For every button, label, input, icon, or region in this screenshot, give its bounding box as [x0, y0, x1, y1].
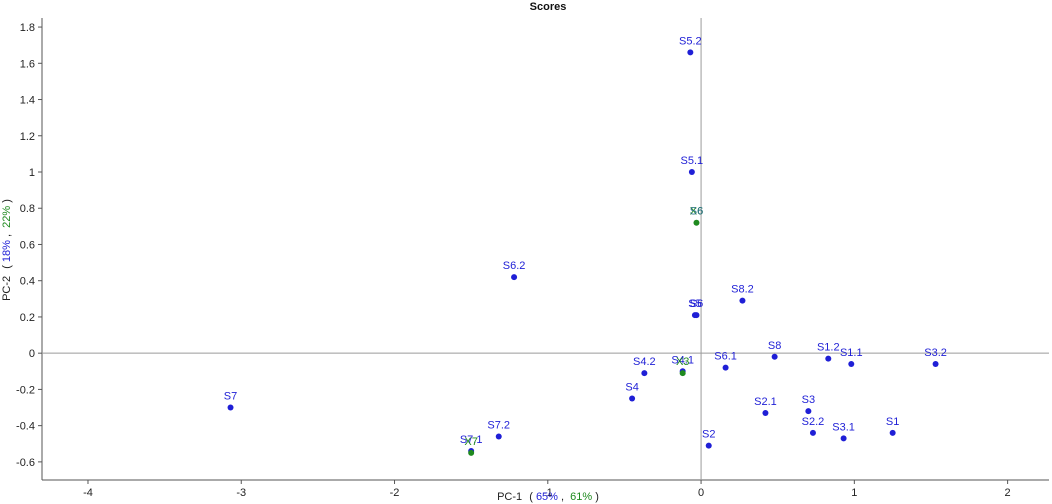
- y-tick-label: 0.4: [20, 276, 35, 288]
- x-axis-close: ): [595, 491, 599, 503]
- point-s6: [693, 312, 700, 319]
- point-label-s3-2: S3.2: [924, 347, 947, 359]
- point-label-s2-1: S2.1: [754, 396, 777, 408]
- point-s8: [771, 353, 778, 360]
- point-label-s5-1: S5.1: [681, 155, 704, 167]
- x-axis-label: PC-1 ( 65% , 61% ): [497, 491, 599, 503]
- y-tick-label: 0: [29, 348, 35, 360]
- y-axis-open: (: [1, 265, 13, 269]
- y-tick-label: 0.2: [20, 312, 35, 324]
- x-tick-label: 1: [851, 487, 857, 499]
- point-x3: [679, 370, 686, 377]
- point-s8-2: [739, 297, 746, 304]
- y-axis-close: ): [1, 199, 13, 203]
- y-axis-variance-second: 22%: [1, 206, 13, 228]
- y-tick-label: 1: [29, 167, 35, 179]
- point-label-s6-overlap: S6: [690, 206, 703, 218]
- point-s6-2: [511, 274, 518, 281]
- point-label-s2: S2: [702, 429, 715, 441]
- x-tick-label: 2: [1005, 487, 1011, 499]
- point-label-s7-1: S7.1: [460, 434, 483, 446]
- point-label-s6-2: S6.2: [503, 260, 526, 272]
- y-tick-label: 1.4: [20, 95, 35, 107]
- point-label-s8-2: S8.2: [731, 284, 754, 296]
- point-s5-1: [688, 169, 695, 175]
- point-s7: [227, 404, 234, 411]
- y-axis-label: PC-2 ( 18% , 22% ): [1, 199, 13, 301]
- y-tick-label: -0.6: [16, 457, 35, 469]
- point-s3: [805, 408, 812, 415]
- y-tick-label: 1.8: [20, 22, 35, 34]
- y-tick-label: 1.2: [20, 131, 35, 143]
- y-tick-label: -0.2: [16, 384, 35, 396]
- y-tick-label: 1.6: [20, 58, 35, 70]
- point-s3-1: [840, 435, 847, 442]
- y-axis-variance-first: 18%: [1, 240, 13, 262]
- point-s7-2: [495, 433, 502, 440]
- point-s4-2: [641, 370, 648, 377]
- point-label-x6: X6: [690, 206, 703, 218]
- point-label-s7-2: S7.2: [487, 420, 510, 432]
- point-s4: [629, 395, 636, 402]
- y-tick-label: -0.4: [16, 421, 35, 433]
- point-label-s3: S3: [802, 394, 815, 406]
- y-tick-label: 0.8: [20, 203, 35, 215]
- point-x6: [693, 219, 700, 226]
- chart-title: Scores: [530, 1, 567, 13]
- point-label-x7: X7: [464, 436, 477, 448]
- point-label-s1-1: S1.1: [840, 347, 863, 359]
- point-label-s6-1: S6.1: [714, 351, 737, 363]
- point-s1: [889, 429, 896, 436]
- x-axis-prefix: PC-1: [497, 491, 522, 503]
- point-label-s8: S8: [768, 340, 781, 352]
- y-axis-separator: ,: [1, 234, 13, 237]
- point-x7: [468, 449, 475, 456]
- x-tick-label: 0: [698, 487, 704, 499]
- point-s5-2: [687, 49, 694, 56]
- point-s1-1: [848, 361, 855, 368]
- point-label-s5-2: S5.2: [679, 35, 702, 47]
- point-label-s3-1: S3.1: [832, 421, 855, 433]
- x-tick-label: -4: [83, 487, 93, 499]
- y-axis-prefix: PC-2: [1, 276, 13, 301]
- point-s1-2: [825, 355, 832, 362]
- x-tick-label: -2: [390, 487, 400, 499]
- point-label-s6: S6: [690, 298, 703, 310]
- x-tick-label: -3: [236, 487, 246, 499]
- point-s2-1: [762, 409, 769, 416]
- x-axis-open: (: [529, 491, 533, 503]
- point-label-s4-2: S4.2: [633, 356, 656, 368]
- point-label-s5: S5: [688, 298, 701, 310]
- point-label-s4-1: S4.1: [671, 354, 694, 366]
- point-label-s1-2: S1.2: [817, 342, 840, 354]
- point-s3-2: [932, 361, 939, 368]
- point-s2: [705, 442, 712, 449]
- x-axis-variance-first: 65%: [536, 491, 558, 503]
- point-s6-1: [722, 364, 729, 371]
- x-axis-separator: ,: [561, 491, 564, 503]
- y-tick-label: 0.6: [20, 239, 35, 251]
- point-label-s2-2: S2.2: [802, 416, 825, 428]
- x-tick-label: -1: [543, 487, 553, 499]
- point-label-s4: S4: [625, 381, 638, 393]
- point-s2-2: [809, 429, 816, 436]
- point-label-s1: S1: [886, 416, 899, 428]
- x-axis-variance-second: 61%: [570, 491, 592, 503]
- point-label-x3: X3: [676, 356, 689, 368]
- point-label-s7: S7: [224, 391, 237, 403]
